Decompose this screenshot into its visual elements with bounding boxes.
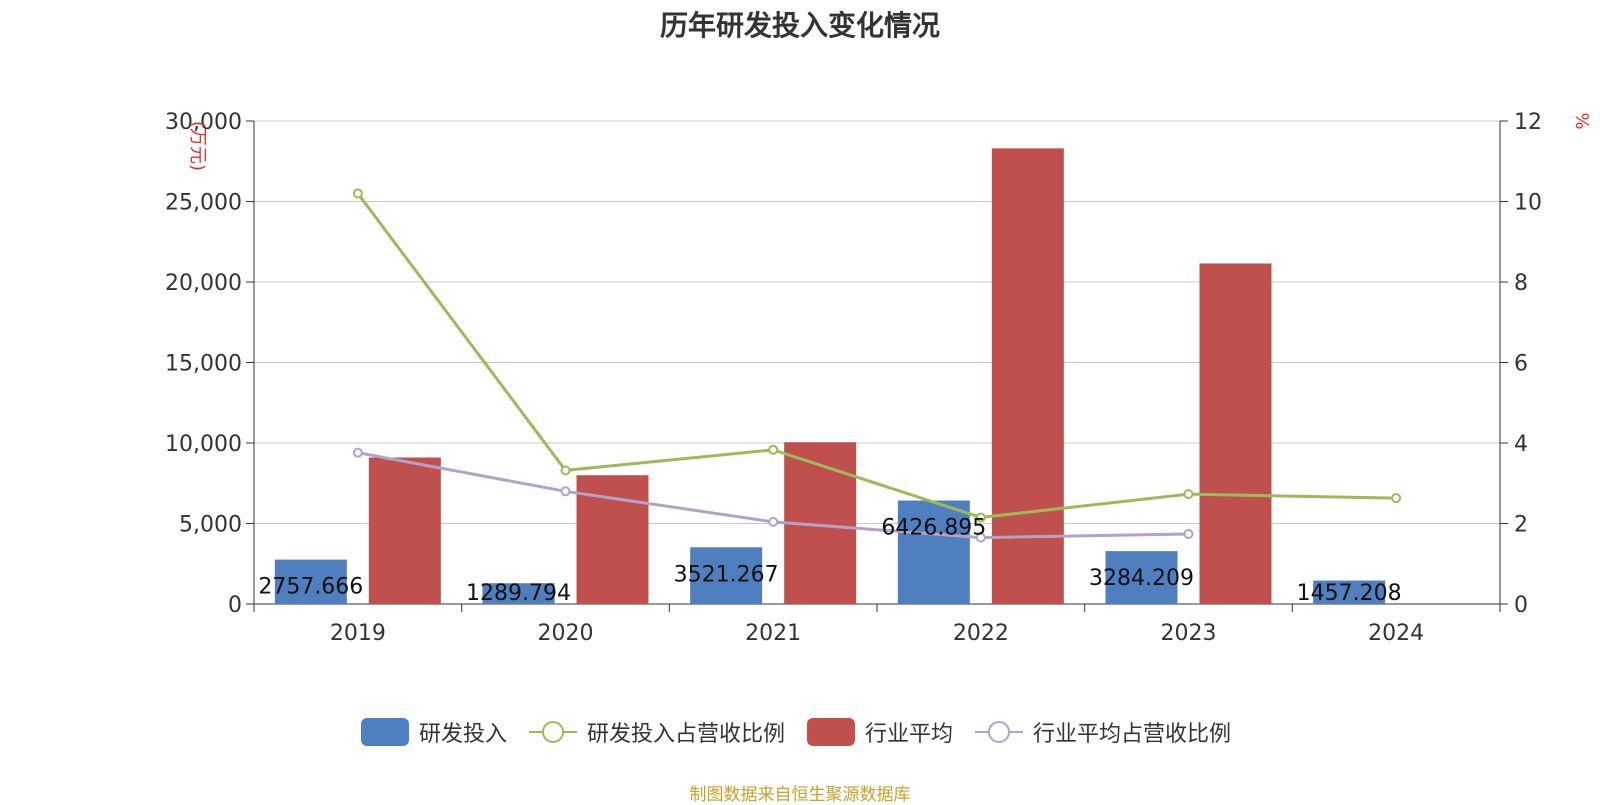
y-left-tick-label: 20,000 — [165, 271, 242, 296]
bar-rd — [482, 583, 555, 604]
y-right-tick-label: 2 — [1514, 513, 1528, 538]
y-right-tick-label: 12 — [1514, 110, 1542, 135]
x-tick-label: 2024 — [1368, 621, 1424, 646]
legend-item-rd-ratio[interactable]: 研发投入占营收比例 — [528, 716, 785, 748]
legend-swatch-rd-ratio — [528, 718, 577, 746]
chart-title: 历年研发投入变化情况 — [659, 9, 940, 42]
bar-rd-data-label: 3521.267 — [674, 562, 779, 587]
bar-rd — [690, 547, 763, 604]
source-note: 制图数据来自恒生聚源数据库 — [689, 785, 911, 805]
y-left-tick-label: 10,000 — [165, 432, 242, 457]
x-tick-label: 2023 — [1161, 621, 1217, 646]
y-right-tick-label: 8 — [1514, 271, 1528, 296]
rd-ratio-point — [1391, 493, 1402, 504]
x-tick-label: 2022 — [953, 621, 1009, 646]
rd-ratio-point — [975, 512, 986, 523]
industry-ratio-point — [1183, 528, 1194, 539]
x-tick-label: 2019 — [330, 621, 386, 646]
x-tick-label: 2020 — [538, 621, 594, 646]
legend-label-rd: 研发投入 — [418, 722, 507, 747]
industry-ratio-point — [768, 516, 779, 527]
y-right-unit-label: % — [1571, 112, 1592, 129]
industry-ratio-point — [560, 486, 571, 497]
legend-label-industry: 行业平均 — [865, 722, 954, 747]
legend-swatch-rd — [360, 718, 409, 746]
bar-industry — [368, 457, 441, 604]
legend: 研发投入 研发投入占营收比例 行业平均 行业平均占营收比例 — [0, 716, 1600, 748]
legend-swatch-industry-ratio — [975, 718, 1024, 746]
legend-item-industry-ratio[interactable]: 行业平均占营收比例 — [975, 716, 1231, 748]
y-left-unit-label: (万元) — [187, 121, 208, 171]
y-right-tick-label: 6 — [1514, 352, 1528, 377]
y-right-tick-label: 0 — [1514, 593, 1528, 618]
bar-rd-data-label: 3284.209 — [1089, 566, 1194, 591]
bar-rd — [1313, 580, 1386, 604]
bar-industry — [576, 475, 649, 604]
bar-rd-data-label: 2757.666 — [258, 575, 363, 600]
bar-rd — [897, 500, 970, 604]
bar-rd — [1105, 551, 1178, 604]
bar-rd-data-label: 1457.208 — [1297, 581, 1402, 606]
y-left-tick-label: 0 — [228, 593, 242, 618]
legend-swatch-industry — [807, 718, 855, 746]
rd-ratio-point — [352, 188, 363, 199]
y-right-tick-label: 10 — [1514, 191, 1542, 216]
bar-rd — [274, 559, 347, 604]
chart-canvas: 0 0 5,000 2 10,000 4 15,000 6 20,000 8 25,000 10 30,… — [165, 110, 1592, 646]
industry-ratio-point — [352, 447, 363, 458]
rd-ratio-point — [1183, 489, 1194, 500]
x-tick-label: 2021 — [745, 621, 801, 646]
rd-ratio-line — [356, 192, 1397, 519]
y-left-tick-label: 30,000 — [165, 110, 242, 135]
legend-label-rd-ratio: 研发投入占营收比例 — [586, 722, 785, 747]
legend-label-industry-ratio: 行业平均占营收比例 — [1033, 722, 1232, 747]
rd-ratio-point — [768, 444, 779, 455]
bar-rd-data-label: 6426.895 — [881, 516, 986, 541]
rd-ratio-point — [560, 465, 571, 476]
legend-item-industry[interactable]: 行业平均 — [807, 716, 953, 748]
bar-industry — [991, 148, 1064, 604]
industry-ratio-point — [975, 532, 986, 543]
bar-industry — [1199, 263, 1272, 604]
bar-rd-data-label: 1289.794 — [466, 581, 571, 606]
y-left-tick-label: 15,000 — [165, 352, 242, 377]
y-left-tick-label: 5,000 — [179, 513, 242, 538]
y-right-tick-label: 4 — [1514, 432, 1528, 457]
y-left-tick-label: 25,000 — [165, 191, 242, 216]
legend-item-rd[interactable]: 研发投入 — [360, 716, 507, 748]
